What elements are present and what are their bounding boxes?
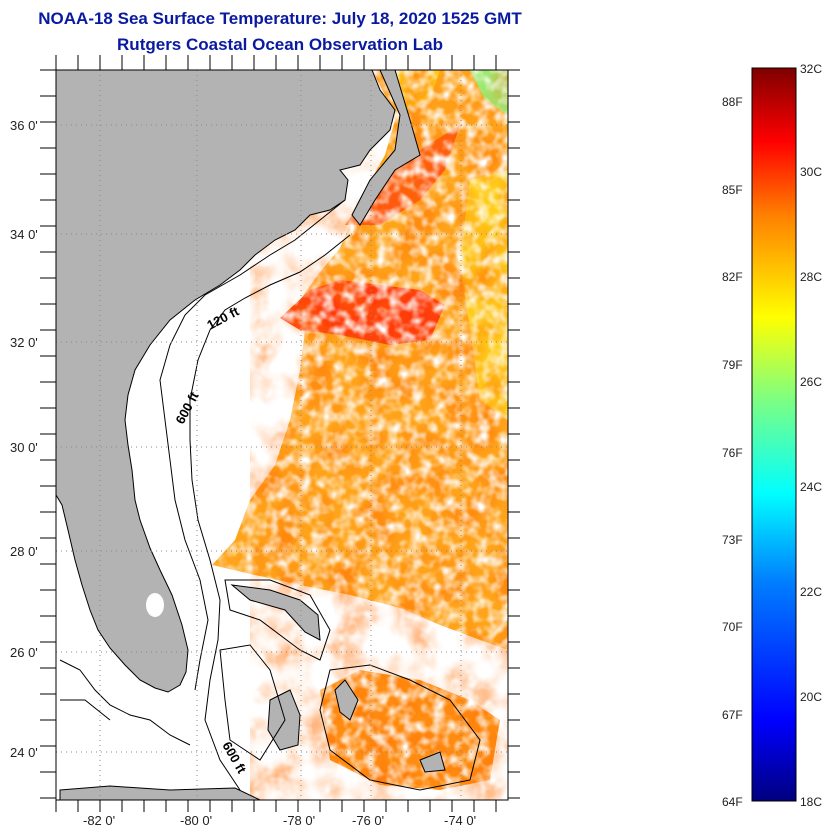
lat-label-34: 34 0' [10, 227, 38, 242]
lon-label-82: -82 0' [83, 813, 115, 828]
colorbar-c-26: 26C [800, 375, 823, 389]
map-title: NOAA-18 Sea Surface Temperature: July 18… [38, 9, 522, 28]
axis-ticks [40, 55, 520, 812]
colorbar-f-82: 82F [722, 270, 743, 284]
colorbar-c-20: 20C [800, 690, 823, 704]
colorbar-f-79: 79F [722, 358, 743, 372]
lat-label-36: 36 0' [10, 118, 38, 133]
lake-okeechobee [146, 593, 164, 617]
colorbar-f-73: 73F [722, 533, 743, 547]
lat-label-26: 26 0' [10, 645, 38, 660]
lon-label-78: -78 0' [283, 813, 315, 828]
contour-600ft [189, 234, 351, 791]
colorbar-f-85: 85F [722, 183, 743, 197]
lat-label-30: 30 0' [10, 440, 38, 455]
colorbar-c-18: 18C [800, 795, 823, 809]
lat-label-28: 28 0' [10, 544, 38, 559]
contour-120ft [159, 199, 346, 691]
colorbar-c-22: 22C [800, 585, 823, 599]
bahamas-small [334, 679, 446, 773]
lat-label-32: 32 0' [10, 335, 38, 350]
colorbar-c-24: 24C [800, 480, 823, 494]
contour-keys [59, 659, 191, 746]
colorbar-f-88: 88F [722, 95, 743, 109]
lat-label-24: 24 0' [10, 745, 38, 760]
graticule [56, 70, 508, 800]
outer-banks [351, 70, 421, 226]
lon-label-74: -74 0' [444, 813, 476, 828]
colorbar [751, 67, 797, 802]
map-subtitle: Rutgers Coastal Ocean Observation Lab [117, 35, 443, 54]
colorbar-f-64: 64F [722, 795, 743, 809]
map-frame [55, 69, 509, 801]
colorbar-c-32: 32C [800, 62, 823, 76]
colorbar-c-28: 28C [800, 270, 823, 284]
colorbar-f-70: 70F [722, 620, 743, 634]
colorbar-c-30: 30C [800, 165, 823, 179]
colorbar-f-76: 76F [722, 446, 743, 460]
colorbar-f-67: 67F [722, 708, 743, 722]
lon-label-80: -80 0' [180, 813, 212, 828]
land-southeast-us [56, 70, 396, 693]
land-cuba-north [59, 785, 261, 800]
contour-bahamas [219, 579, 481, 791]
lon-label-76: -76 0' [352, 813, 384, 828]
bahamas-grand [230, 584, 321, 641]
